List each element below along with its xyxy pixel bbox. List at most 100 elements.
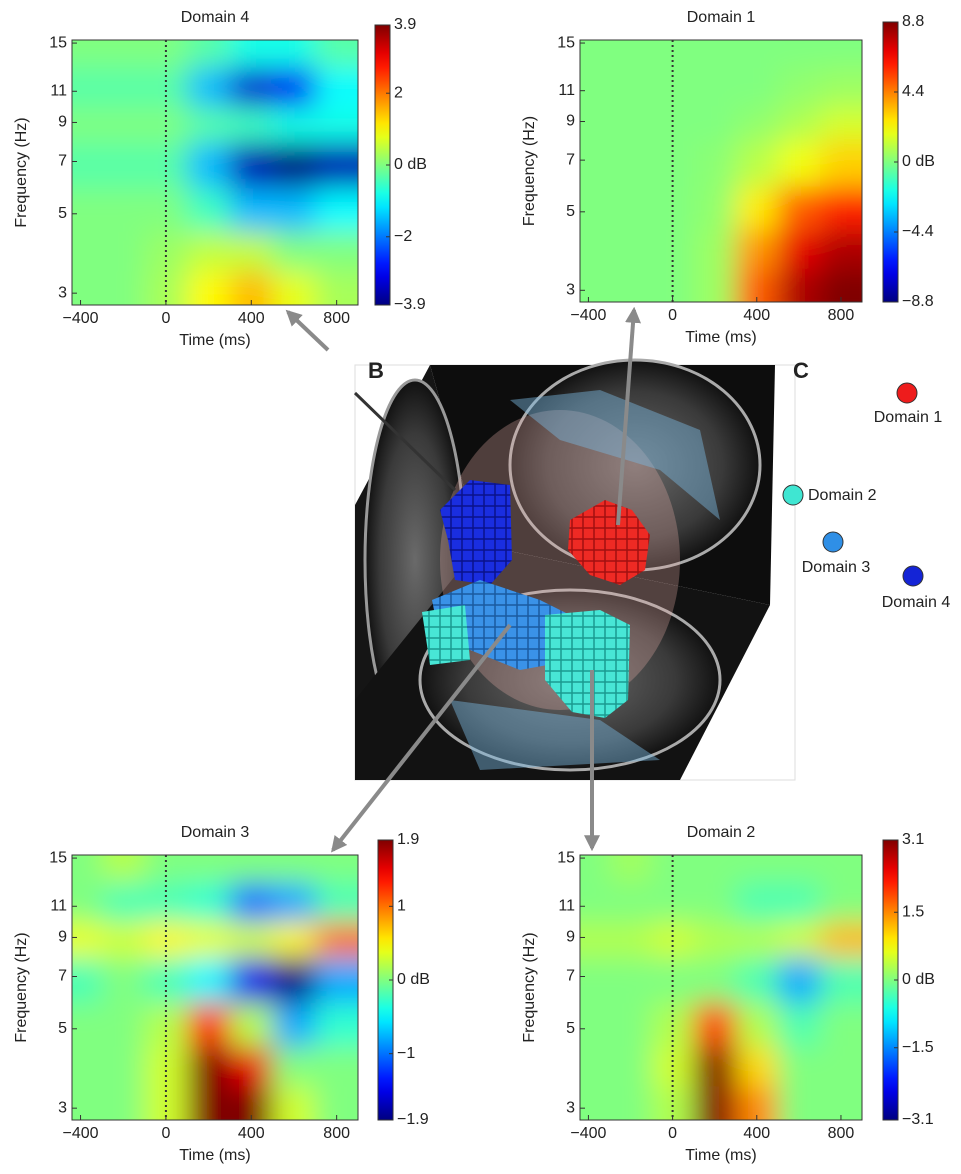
- heatmap-cell: [609, 921, 653, 958]
- colorbar-tick-label: 1.5: [902, 903, 924, 920]
- heatmap-cell: [580, 1002, 610, 1047]
- x-tick-label: 800: [828, 1125, 855, 1142]
- voxel-cluster: [422, 605, 470, 665]
- x-tick-label: 0: [668, 307, 677, 324]
- heatmap-cell: [777, 185, 821, 230]
- colorbar-tick-label: −4.4: [902, 223, 934, 240]
- colorbar-tick-label: −1.9: [397, 1111, 429, 1128]
- heatmap-cell: [819, 66, 862, 107]
- heatmap-cell: [651, 921, 695, 958]
- y-tick-label: 5: [58, 205, 67, 222]
- heatmap-cell: [272, 67, 316, 108]
- heatmap-cell: [819, 106, 862, 142]
- heatmap-cell: [693, 268, 737, 302]
- heatmap-cell: [272, 141, 316, 189]
- heatmap-cell: [580, 106, 610, 142]
- heatmap-cell: [315, 141, 358, 189]
- heatmap-cell: [735, 66, 779, 107]
- voxel-cluster: [545, 610, 630, 718]
- heatmap-cell: [777, 140, 821, 187]
- heatmap-cell: [187, 882, 231, 923]
- heatmap-cell: [609, 185, 653, 230]
- legend-marker: [896, 382, 918, 404]
- heatmap-cell: [580, 1085, 610, 1120]
- heatmap-cell: [187, 1046, 231, 1087]
- heatmap-cell: [187, 855, 231, 883]
- heatmap-cell: [777, 956, 821, 1004]
- y-tick-label: 3: [566, 282, 575, 299]
- heatmap-cell: [609, 855, 653, 883]
- heatmap-cell: [609, 140, 653, 187]
- heatmap-cell: [777, 66, 821, 107]
- colorbar-tick-label: −8.8: [902, 293, 934, 310]
- heatmap-cell: [609, 1002, 653, 1047]
- heatmap-cell: [651, 228, 695, 269]
- heatmap-cell: [229, 1002, 274, 1047]
- heatmap-cell: [72, 855, 103, 883]
- heatmap-cell: [272, 882, 316, 923]
- heatmap-cell: [272, 106, 316, 143]
- y-axis-label: Frequency (Hz): [13, 932, 30, 1042]
- colorbar-tick-label: 0 dB: [902, 153, 935, 170]
- colorbar-tick-label: 3.1: [902, 831, 924, 848]
- colorbar-tick-label: 1.9: [397, 831, 419, 848]
- y-tick-label: 9: [58, 114, 67, 131]
- y-tick-label: 9: [58, 929, 67, 946]
- heatmap-cell: [187, 106, 231, 143]
- heatmap-cell: [187, 921, 231, 958]
- heatmap-cell: [272, 956, 316, 1004]
- heatmap-cell: [651, 40, 695, 68]
- heatmap-cell: [735, 40, 779, 68]
- heatmap-cell: [315, 40, 358, 68]
- colorbar-tick-label: 0 dB: [902, 971, 935, 988]
- plot-frame: [579, 854, 863, 1121]
- heatmap-cell: [272, 270, 316, 305]
- heatmap-cell: [229, 855, 274, 883]
- y-tick-label: 3: [58, 284, 67, 301]
- y-axis-label: Frequency (Hz): [521, 932, 538, 1042]
- chart-title: Domain 2: [687, 824, 756, 841]
- x-tick-label: 0: [161, 1125, 170, 1142]
- heatmap-cell: [101, 141, 146, 189]
- colorbar-tick-label: 3.9: [394, 16, 416, 33]
- heatmap-cell: [693, 106, 737, 142]
- heatmap-cell: [693, 1002, 737, 1047]
- heatmap-cell: [315, 1002, 358, 1047]
- legend-label: Domain 3: [802, 559, 871, 576]
- heatmap-cell: [187, 40, 231, 68]
- heatmap-cell: [580, 66, 610, 107]
- colorbar-tick-label: −2: [394, 228, 412, 245]
- legend-marker: [822, 531, 844, 553]
- colorbar-tick-label: −3.9: [394, 296, 426, 313]
- heatmap-cell: [580, 882, 610, 923]
- x-tick-label: 800: [323, 1125, 350, 1142]
- heatmap-cell: [693, 228, 737, 269]
- legend-marker: [902, 565, 924, 587]
- heatmap-cell: [735, 106, 779, 142]
- heatmap-cell: [229, 231, 274, 272]
- heatmap-cell: [735, 185, 779, 230]
- heatmap-cell: [777, 1002, 821, 1047]
- heatmap-cell: [609, 956, 653, 1004]
- legend-label: Domain 1: [874, 409, 943, 426]
- heatmap-cell: [187, 231, 231, 272]
- heatmap-cell: [735, 228, 779, 269]
- heatmap-cells: [580, 855, 862, 1120]
- heatmap-cell: [735, 882, 779, 923]
- heatmap: [72, 40, 358, 305]
- heatmap-cell: [144, 921, 188, 958]
- heatmap-cell: [735, 268, 779, 302]
- heatmap-cell: [819, 228, 862, 269]
- y-tick-label: 7: [58, 968, 67, 985]
- heatmap-cell: [735, 855, 779, 883]
- heatmap-cell: [187, 67, 231, 108]
- heatmap-cell: [101, 106, 146, 143]
- heatmap-cell: [72, 231, 103, 272]
- y-tick-label: 5: [566, 1020, 575, 1037]
- heatmap-cell: [315, 921, 358, 958]
- heatmap-cell: [72, 270, 103, 305]
- heatmap-cell: [144, 855, 188, 883]
- colorbar-tick-label: −1: [397, 1045, 415, 1062]
- heatmap-cell: [819, 921, 862, 958]
- heatmap-cell: [229, 1046, 274, 1087]
